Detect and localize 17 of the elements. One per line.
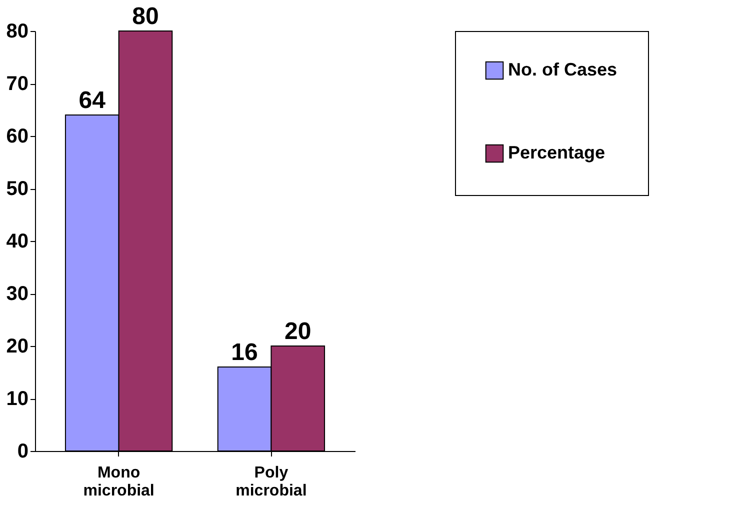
y-tick-label: 10 (6, 388, 28, 410)
y-tick-label: 30 (6, 283, 28, 305)
data-label: 80 (132, 3, 159, 30)
legend-label: Percentage (508, 142, 606, 162)
y-tick-label: 40 (6, 230, 28, 252)
y-tick-label: 20 (6, 336, 28, 358)
y-tick-label: 80 (6, 20, 28, 42)
x-tick-label: Mono microbial (83, 464, 154, 500)
x-tick-label: Poly microbial (236, 464, 307, 500)
data-label: 20 (284, 318, 312, 345)
y-tick-label: 60 (6, 126, 28, 148)
y-tick-label: 70 (6, 73, 28, 95)
data-label: 16 (231, 339, 258, 366)
data-label: 64 (78, 87, 106, 114)
y-tick-label: 0 (17, 440, 28, 462)
y-tick-label: 50 (6, 178, 28, 200)
legend-label: No. of Cases (508, 60, 618, 80)
